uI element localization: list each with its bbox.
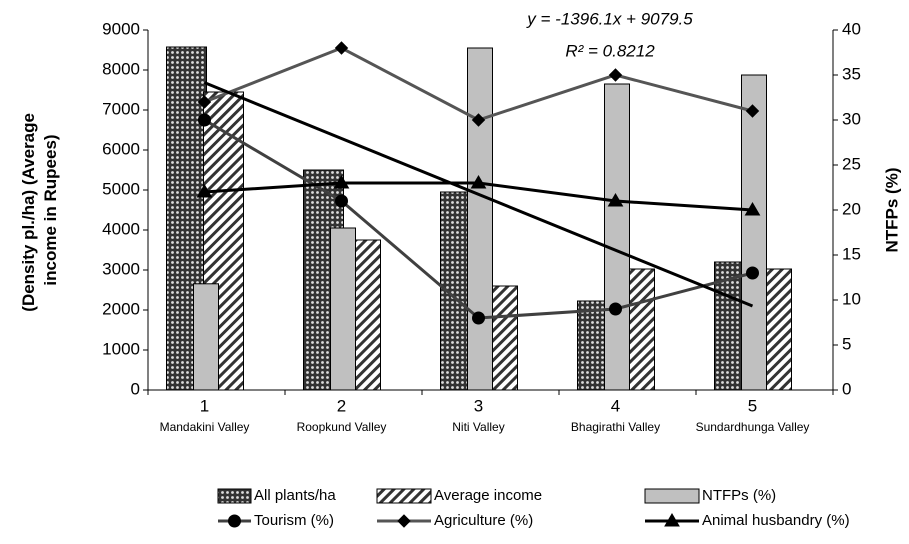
y-tick-label: 3000 (102, 259, 140, 278)
y-tick-label: 1000 (102, 339, 140, 358)
trendline (203, 81, 754, 308)
line-marker (470, 175, 487, 189)
y2-tick-label: 35 (842, 64, 861, 83)
y-tick-label: 5000 (102, 179, 140, 198)
y2-tick-label: 0 (842, 379, 851, 398)
y-axis-title-line: (Density pl./ha) (Average (19, 113, 38, 312)
x-tick-label: 2 (337, 396, 346, 415)
legend-marker (228, 514, 241, 528)
line-marker (335, 194, 348, 208)
line-marker (471, 113, 486, 127)
y-tick-label: 6000 (102, 139, 140, 158)
legend-swatch (217, 488, 252, 504)
y-axis-title-line: income in Rupees) (41, 134, 60, 285)
x-tick-sublabel: Bhagirathi Valley (571, 420, 660, 434)
y2-tick-label: 25 (842, 154, 861, 173)
x-tick-label: 4 (611, 396, 620, 415)
line-marker (472, 311, 485, 325)
legend-label: Average income (434, 487, 542, 504)
x-tick-label: 5 (748, 396, 757, 415)
y2-tick-label: 40 (842, 19, 861, 38)
line-marker (607, 193, 624, 207)
y2-tick-label: 15 (842, 244, 861, 263)
x-tick-sublabel: Roopkund Valley (297, 420, 387, 434)
y2-tick-label: 20 (842, 199, 861, 218)
line-marker (744, 202, 761, 216)
x-tick-sublabel: Sundardhunga Valley (696, 420, 810, 434)
legend-marker (664, 513, 680, 527)
bar (467, 47, 493, 391)
y-axis-title: (Density pl./ha) (Average income in Rupe… (19, 108, 60, 311)
x-tick-sublabel: Mandakini Valley (160, 420, 250, 434)
legend-swatch (376, 488, 432, 504)
legend-label: Agriculture (%) (434, 512, 533, 529)
line-marker (198, 113, 211, 127)
legend-marker (397, 514, 411, 528)
y2-tick-label: 30 (842, 109, 861, 128)
x-tick-sublabel: Niti Valley (452, 420, 504, 434)
legend-label: NTFPs (%) (702, 487, 776, 504)
bar (330, 227, 356, 391)
line-marker (609, 302, 622, 316)
legend-label: Animal husbandry (%) (702, 512, 850, 529)
line-marker (746, 266, 759, 280)
line-marker (608, 68, 623, 82)
bar (193, 283, 219, 391)
bar (741, 74, 767, 391)
trend-r-squared: R² = 0.8212 (565, 41, 655, 60)
y-tick-label: 7000 (102, 99, 140, 118)
y-tick-label: 4000 (102, 219, 140, 238)
x-tick-label: 1 (200, 396, 209, 415)
y-tick-label: 8000 (102, 59, 140, 78)
line-marker (745, 104, 760, 118)
y2-tick-label: 10 (842, 289, 861, 308)
y-tick-label: 0 (131, 379, 140, 398)
line-marker (334, 41, 349, 55)
line-marker (197, 95, 212, 109)
bar (604, 83, 630, 391)
line-marker (196, 184, 213, 198)
legend-label: Tourism (%) (254, 512, 334, 529)
legend-swatch (644, 488, 700, 504)
y2-axis-title: NTFPs (%) (882, 168, 901, 253)
x-tick-label: 3 (474, 396, 483, 415)
y-tick-label: 2000 (102, 299, 140, 318)
line-marker (333, 175, 350, 189)
trend-equation: y = -1396.1x + 9079.5 (526, 9, 693, 28)
y-tick-label: 9000 (102, 19, 140, 38)
legend-label: All plants/ha (254, 487, 336, 504)
y2-tick-label: 5 (842, 334, 851, 353)
